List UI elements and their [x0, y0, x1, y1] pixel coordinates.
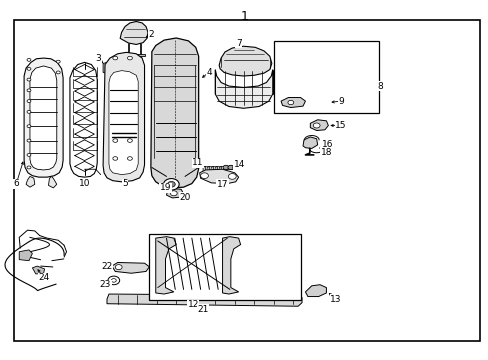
- Circle shape: [27, 100, 31, 103]
- Polygon shape: [219, 46, 271, 76]
- Polygon shape: [199, 169, 238, 184]
- Circle shape: [27, 139, 31, 142]
- Polygon shape: [215, 166, 217, 174]
- Text: 21: 21: [197, 305, 208, 314]
- Text: 18: 18: [320, 148, 331, 157]
- Circle shape: [113, 139, 118, 142]
- Circle shape: [223, 165, 228, 170]
- Circle shape: [27, 67, 31, 70]
- Polygon shape: [156, 237, 176, 294]
- Circle shape: [200, 173, 208, 179]
- Circle shape: [27, 78, 31, 81]
- Polygon shape: [206, 166, 209, 174]
- Circle shape: [27, 89, 31, 92]
- Polygon shape: [26, 176, 35, 187]
- Polygon shape: [107, 294, 302, 306]
- Text: 4: 4: [205, 68, 211, 77]
- Circle shape: [56, 60, 60, 63]
- Polygon shape: [281, 98, 305, 108]
- Polygon shape: [120, 22, 148, 44]
- Polygon shape: [112, 262, 149, 273]
- Circle shape: [108, 276, 120, 285]
- Text: 20: 20: [179, 193, 190, 202]
- Polygon shape: [19, 250, 32, 261]
- Circle shape: [27, 111, 31, 113]
- Polygon shape: [30, 66, 57, 170]
- Circle shape: [228, 174, 236, 179]
- Polygon shape: [203, 166, 205, 174]
- Circle shape: [27, 166, 31, 169]
- Text: 16: 16: [321, 140, 332, 149]
- FancyBboxPatch shape: [14, 21, 479, 341]
- Polygon shape: [32, 266, 44, 274]
- Circle shape: [170, 191, 177, 196]
- Polygon shape: [219, 166, 221, 174]
- FancyBboxPatch shape: [149, 234, 300, 300]
- Polygon shape: [151, 38, 198, 188]
- Text: 11: 11: [192, 158, 203, 167]
- Text: 5: 5: [122, 179, 128, 188]
- Circle shape: [113, 157, 118, 160]
- Circle shape: [111, 279, 116, 282]
- Polygon shape: [103, 52, 144, 182]
- Circle shape: [287, 100, 293, 105]
- Circle shape: [167, 181, 175, 187]
- Circle shape: [313, 123, 320, 128]
- Polygon shape: [215, 69, 272, 108]
- Polygon shape: [166, 189, 183, 198]
- Text: 15: 15: [335, 121, 346, 130]
- Text: 3: 3: [95, 54, 101, 63]
- Polygon shape: [222, 237, 240, 294]
- Circle shape: [127, 56, 132, 60]
- Circle shape: [227, 165, 233, 170]
- Text: 13: 13: [330, 294, 341, 303]
- Text: 24: 24: [38, 273, 49, 282]
- Text: 12: 12: [187, 300, 199, 309]
- Polygon shape: [303, 137, 317, 148]
- Polygon shape: [70, 62, 97, 177]
- Polygon shape: [103, 62, 111, 73]
- Circle shape: [115, 265, 122, 270]
- Text: 7: 7: [235, 39, 241, 48]
- Circle shape: [113, 56, 118, 60]
- Text: 10: 10: [79, 179, 90, 188]
- Text: 1: 1: [240, 10, 248, 23]
- Polygon shape: [126, 54, 144, 56]
- Circle shape: [27, 58, 31, 61]
- Text: 17: 17: [216, 180, 228, 189]
- Text: 14: 14: [233, 161, 245, 170]
- Polygon shape: [48, 176, 57, 188]
- Text: 19: 19: [160, 183, 171, 192]
- Circle shape: [27, 153, 31, 156]
- Text: 2: 2: [148, 30, 153, 39]
- Polygon shape: [211, 166, 213, 174]
- Circle shape: [127, 139, 132, 142]
- Text: 6: 6: [13, 179, 19, 188]
- Polygon shape: [310, 120, 328, 131]
- Circle shape: [56, 71, 60, 74]
- Circle shape: [27, 125, 31, 128]
- Text: 8: 8: [376, 82, 382, 91]
- Polygon shape: [305, 285, 326, 297]
- Circle shape: [232, 165, 238, 170]
- Circle shape: [127, 157, 132, 160]
- Polygon shape: [24, 58, 63, 177]
- Text: 9: 9: [338, 96, 343, 105]
- Text: 23: 23: [100, 280, 111, 289]
- Text: 22: 22: [101, 262, 112, 271]
- Polygon shape: [109, 71, 138, 175]
- Circle shape: [163, 179, 179, 190]
